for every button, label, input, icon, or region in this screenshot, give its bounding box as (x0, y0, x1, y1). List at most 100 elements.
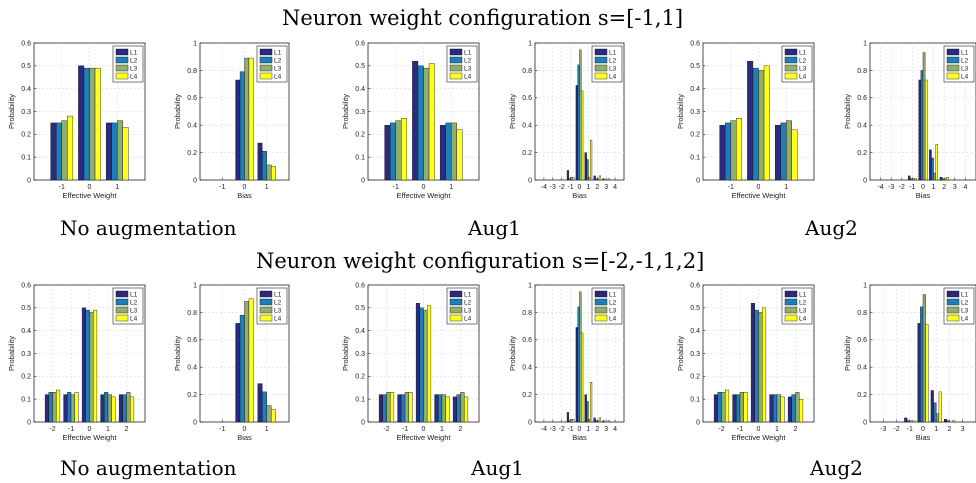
legend-label-l4: L4 (274, 74, 282, 81)
chart-2: 00.20.40.60.81-1 0 1BiasProbabilityL1L2L3L… (173, 40, 289, 200)
bar-l4 (249, 58, 253, 180)
y-tick-label: 0.6 (355, 282, 365, 289)
x-tick-label: -2 (383, 426, 389, 433)
bar-l2 (587, 159, 589, 180)
legend-swatch-l4 (785, 73, 797, 79)
y-tick-label: 0.2 (690, 132, 700, 139)
legend-swatch-l2 (785, 57, 797, 63)
bar-l1 (106, 123, 112, 180)
legend-swatch-l3 (450, 307, 462, 313)
legend-swatch-l3 (450, 65, 462, 71)
bar-l4 (915, 179, 917, 180)
y-axis-label: Probability (173, 94, 182, 129)
x-tick-label: 0 (921, 184, 925, 191)
x-axis-label: Bias (237, 191, 252, 200)
bar-l2 (401, 395, 405, 422)
x-tick-label: 0 (757, 426, 761, 433)
y-tick-label: 0.3 (690, 351, 700, 358)
legend-label-l3: L3 (274, 308, 282, 315)
legend-swatch-l3 (260, 65, 272, 71)
legend-label-l1: L1 (609, 292, 617, 299)
bar-l1 (379, 395, 383, 422)
y-axis-label: Probability (173, 336, 182, 371)
x-tick-label: 1 (932, 184, 936, 191)
x-tick-label: -2 (559, 426, 565, 433)
legend-swatch-l4 (260, 73, 272, 79)
bar-l4 (792, 130, 798, 180)
bar-l1 (904, 418, 907, 422)
x-tick-label: -2 (899, 184, 905, 191)
x-tick-label: -1 (393, 184, 399, 191)
x-tick-label: 1 (934, 426, 938, 433)
bar-l3 (451, 123, 457, 180)
bar-l1 (594, 418, 596, 422)
y-tick-label: 0.2 (21, 132, 31, 139)
x-tick-label: -3 (880, 426, 886, 433)
y-tick-label: 1 (863, 40, 867, 47)
bar-l2 (86, 310, 90, 422)
bar-l4 (762, 308, 766, 422)
x-axis-label: Effective Weight (732, 433, 787, 442)
bar-l1 (747, 61, 753, 180)
bar-l1 (594, 176, 596, 180)
y-tick-label: 0.6 (21, 282, 31, 289)
legend-label-l3: L3 (130, 66, 138, 73)
y-tick-label: 0.2 (522, 392, 532, 399)
bar-l1 (51, 123, 57, 180)
y-tick-label: 0.8 (857, 310, 867, 317)
chart-5: 00.10.20.30.40.50.6-1 0 1Effective WeightP… (676, 40, 814, 200)
legend-label-l3: L3 (464, 308, 472, 315)
chart-8: 00.20.40.60.81-1 0 1BiasProbabilityL1L2L3L… (173, 282, 289, 442)
legend-swatch-l3 (947, 307, 959, 313)
legend-swatch-l3 (116, 307, 128, 313)
bar-l4 (781, 397, 785, 422)
legend-label-l2: L2 (799, 58, 807, 65)
bar-l3 (245, 58, 249, 180)
bar-l1 (603, 179, 605, 180)
bar-l2 (420, 308, 424, 422)
bar-l4 (271, 410, 275, 422)
legend-label-l1: L1 (130, 50, 138, 57)
legend-swatch-l1 (116, 291, 128, 297)
x-axis-label: Effective Weight (397, 191, 452, 200)
bar-l1 (576, 327, 578, 422)
x-tick-label: 3 (961, 426, 965, 433)
bar-l2 (104, 392, 108, 422)
y-tick-label: 0.2 (690, 374, 700, 381)
legend-swatch-l2 (595, 299, 607, 305)
legend-swatch-l2 (450, 57, 462, 63)
bar-l2 (947, 421, 950, 422)
legend: L1L2L3L4 (944, 288, 974, 324)
x-tick-label: 0 (422, 184, 426, 191)
y-tick-label: 0.4 (21, 328, 31, 335)
bar-l4 (926, 325, 929, 422)
bar-l4 (93, 310, 97, 422)
legend-label-l2: L2 (130, 58, 138, 65)
legend-label-l4: L4 (609, 74, 617, 81)
bar-l1 (567, 412, 569, 422)
x-tick-label: 4 (963, 184, 967, 191)
x-tick-label: 3 (604, 184, 608, 191)
x-tick-label: -1 (402, 426, 408, 433)
legend-label-l3: L3 (609, 308, 617, 315)
x-tick-label: 2 (595, 426, 599, 433)
bar-l1 (714, 395, 718, 422)
bar-l1 (603, 421, 605, 422)
bar-l4 (939, 392, 942, 422)
x-tick-label: 2 (459, 426, 463, 433)
x-tick-label: 0 (578, 184, 582, 191)
y-tick-label: 1 (528, 40, 532, 47)
bar-l3 (405, 392, 409, 422)
legend-swatch-l4 (450, 73, 462, 79)
bar-l1 (82, 308, 86, 422)
x-tick-label: -1 (737, 426, 743, 433)
legend-label-l4: L4 (961, 74, 969, 81)
bar-l4 (123, 127, 129, 180)
bar-l4 (599, 176, 601, 180)
legend-swatch-l1 (595, 49, 607, 55)
legend-label-l1: L1 (464, 50, 472, 57)
y-tick-label: 0.2 (857, 392, 867, 399)
bar-l4 (67, 116, 73, 180)
x-tick-label: 2 (125, 426, 129, 433)
